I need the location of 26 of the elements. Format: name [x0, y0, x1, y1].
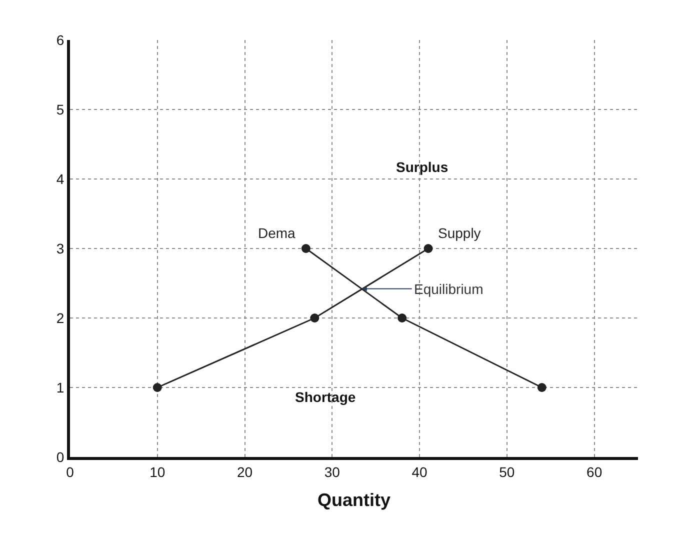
- point: [310, 314, 320, 322]
- annotation: Shortage: [295, 389, 356, 405]
- series-label: Supply: [438, 225, 481, 241]
- point: [398, 314, 407, 322]
- y-tick-label: 5: [56, 101, 64, 118]
- y-tick-label: 6: [56, 32, 64, 48]
- x-tick-label: 40: [412, 464, 428, 480]
- x-tick-label: 0: [66, 464, 74, 480]
- y-tick-label: 0: [56, 448, 64, 465]
- annotation: Surplus: [396, 159, 448, 175]
- x-tick-label: 60: [586, 464, 602, 480]
- point: [301, 244, 310, 253]
- x-axis-title: Quantity: [317, 490, 391, 510]
- x-tick-label: 20: [236, 464, 253, 480]
- annotation: Equilibrium: [414, 281, 484, 297]
- point: [424, 244, 433, 253]
- y-tick-label: 4: [56, 170, 64, 187]
- y-tick-label: 2: [56, 310, 64, 326]
- x-tick-label: 10: [150, 464, 166, 480]
- series-label: Dema: [258, 225, 296, 241]
- point: [152, 383, 162, 392]
- x-tick-label: 50: [499, 464, 515, 480]
- x-tick-label: 30: [324, 464, 340, 480]
- y-tick-label: 3: [56, 240, 64, 256]
- point: [537, 383, 546, 392]
- y-tick-label: 1: [56, 379, 64, 396]
